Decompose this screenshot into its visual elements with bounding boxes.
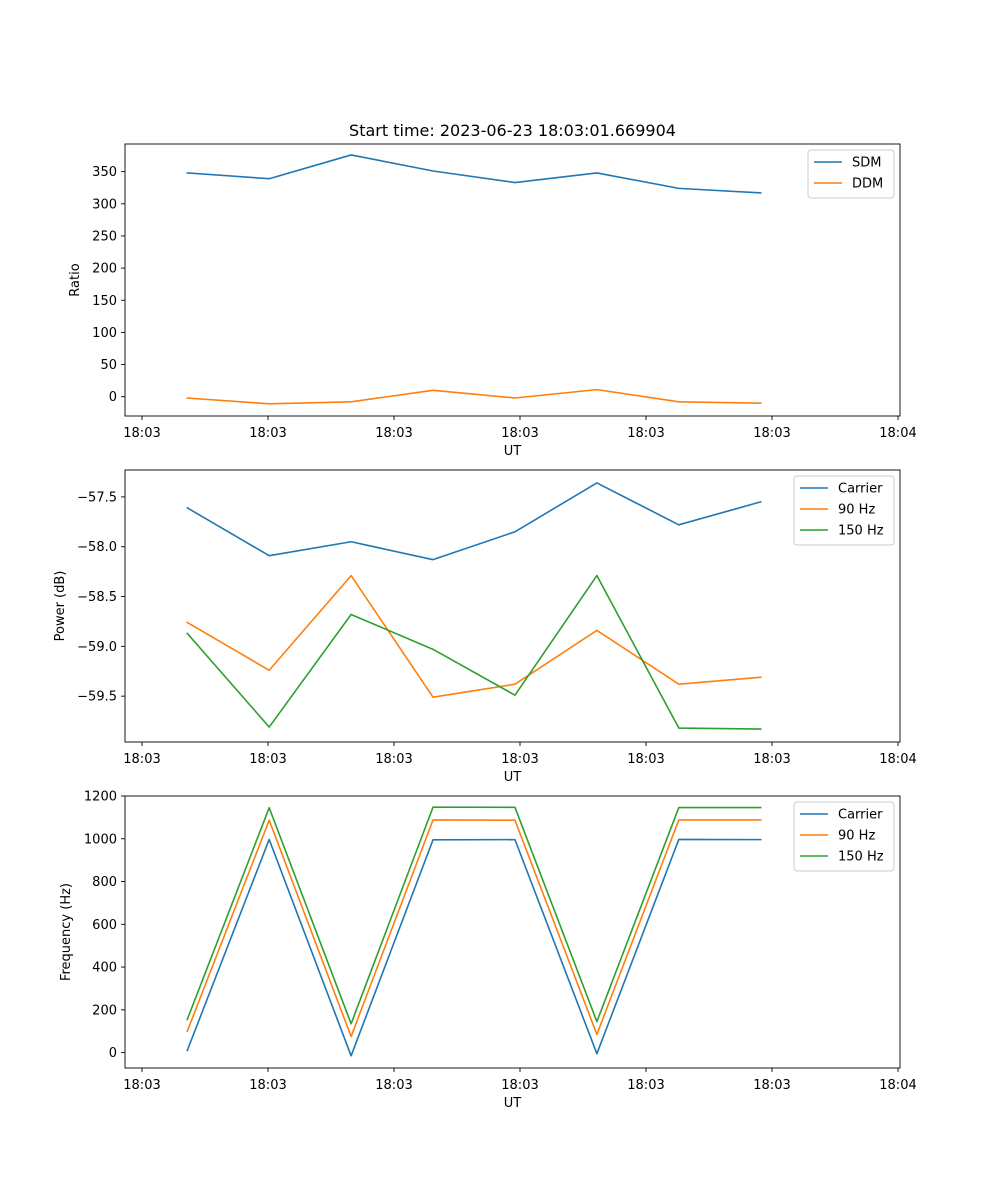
legend-label: DDM	[852, 177, 883, 192]
y-tick-label: 800	[92, 875, 117, 890]
x-tick-label: 18:04	[879, 752, 916, 767]
x-tick-label: 18:03	[753, 752, 790, 767]
x-tick-label: 18:03	[753, 1078, 790, 1093]
x-tick-label: 18:03	[501, 1078, 538, 1093]
y-tick-label: 350	[92, 165, 117, 180]
y-tick-label: 1200	[84, 790, 117, 805]
legend-box	[793, 475, 895, 546]
x-tick-label: 18:03	[753, 426, 790, 441]
legend-label: 150 Hz	[838, 850, 884, 865]
y-tick-label: 600	[92, 918, 117, 933]
chart-title: Start time: 2023-06-23 18:03:01.669904	[349, 121, 676, 140]
x-tick-label: 18:03	[375, 1078, 412, 1093]
y-axis-label: Power (dB)	[53, 571, 68, 642]
x-tick-label: 18:03	[123, 1078, 160, 1093]
series-line-150-hz	[186, 574, 762, 730]
y-tick-label: −58.5	[77, 590, 117, 605]
y-axis-label: Ratio	[68, 263, 83, 296]
series-line-90-hz	[186, 574, 762, 698]
x-tick-label: 18:03	[627, 1078, 664, 1093]
subplot-frequency: 18:03 18:03 18:03 18:03 18:03 18:03 18:04 0 200 4…	[59, 790, 917, 1112]
y-tick-label: 1000	[84, 832, 117, 847]
legend-label: Carrier	[838, 482, 883, 497]
y-tick-label: −58.0	[77, 540, 117, 555]
y-tick-label: 400	[92, 961, 117, 976]
y-tick-label: 50	[100, 358, 117, 373]
y-axis-label: Frequency (Hz)	[59, 883, 74, 981]
x-tick-label: 18:03	[627, 752, 664, 767]
legend-label: SDM	[852, 156, 881, 171]
series-line-carrier	[186, 482, 762, 561]
x-tick-label: 18:04	[879, 1078, 916, 1093]
x-tick-label: 18:03	[501, 426, 538, 441]
x-tick-label: 18:03	[249, 1078, 286, 1093]
x-axis-label: UT	[504, 770, 522, 785]
x-tick-label: 18:03	[375, 426, 412, 441]
y-tick-label: 0	[109, 390, 117, 405]
subplot-ratio: Start time: 2023-06-23 18:03:01.669904 18…	[68, 121, 917, 459]
x-tick-label: 18:04	[879, 426, 916, 441]
x-tick-label: 18:03	[123, 426, 160, 441]
legend-label: 90 Hz	[838, 829, 875, 844]
series-line-150-hz	[186, 806, 762, 1025]
y-tick-label: −57.5	[77, 490, 117, 505]
y-tick-label: 200	[92, 1003, 117, 1018]
series-line-90-hz	[186, 819, 762, 1038]
x-axis-label: UT	[504, 444, 522, 459]
y-tick-label: 100	[92, 326, 117, 341]
x-axis-label: UT	[504, 1096, 522, 1111]
x-tick-label: 18:03	[375, 752, 412, 767]
y-tick-label: 300	[92, 197, 117, 212]
y-tick-label: 0	[109, 1046, 117, 1061]
subplot-power: 18:03 18:03 18:03 18:03 18:03 18:03 18:04 −59.5…	[53, 469, 917, 785]
x-tick-label: 18:03	[627, 426, 664, 441]
y-tick-label: 200	[92, 262, 117, 277]
axes-frame	[124, 469, 901, 743]
y-tick-label: −59.5	[77, 690, 117, 705]
legend: Carrier 90 Hz 150 Hz	[793, 475, 895, 546]
y-tick-label: 150	[92, 294, 117, 309]
legend-label: 150 Hz	[838, 524, 884, 539]
x-tick-label: 18:03	[249, 752, 286, 767]
series-line-ddm	[186, 388, 762, 405]
legend-box	[793, 801, 895, 872]
x-tick-label: 18:03	[123, 752, 160, 767]
legend-label: Carrier	[838, 808, 883, 823]
legend: Carrier 90 Hz 150 Hz	[793, 801, 895, 872]
legend: SDM DDM	[807, 149, 895, 199]
x-tick-label: 18:03	[501, 752, 538, 767]
axes-frame	[124, 143, 901, 417]
series-line-carrier	[186, 838, 762, 1057]
x-tick-label: 18:03	[249, 426, 286, 441]
y-tick-label: −59.0	[77, 640, 117, 655]
series-line-sdm	[186, 154, 762, 194]
axes-frame	[124, 795, 901, 1069]
y-tick-label: 250	[92, 229, 117, 244]
legend-label: 90 Hz	[838, 503, 875, 518]
